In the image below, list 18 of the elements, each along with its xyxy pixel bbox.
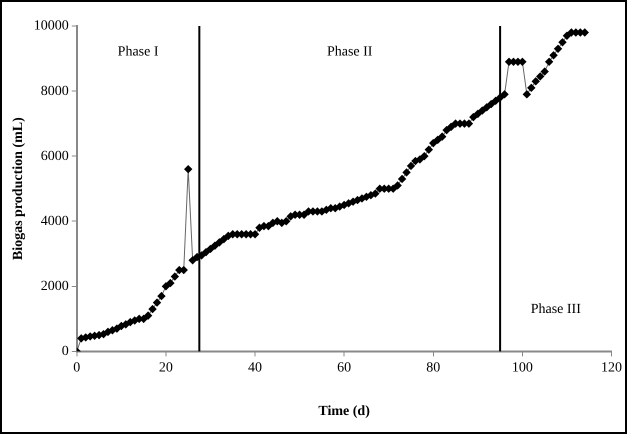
x-tick-label: 120 bbox=[601, 360, 622, 376]
y-tick-label: 6000 bbox=[40, 148, 69, 164]
x-tick-label: 80 bbox=[426, 360, 440, 376]
y-tick-label: 10000 bbox=[34, 18, 69, 34]
x-tick-label: 0 bbox=[73, 360, 80, 376]
annotation: Phase I bbox=[118, 44, 159, 60]
y-tick-label: 8000 bbox=[40, 84, 69, 99]
y-tick-label: 4000 bbox=[40, 214, 69, 229]
annotation: Phase III bbox=[530, 302, 582, 318]
y-axis-title: Biogas production (mL) bbox=[11, 116, 26, 260]
y-tick-label: 2000 bbox=[40, 278, 69, 294]
x-tick-label: 40 bbox=[248, 360, 262, 376]
y-tick-label: 0 bbox=[62, 344, 69, 360]
x-tick-label: 100 bbox=[512, 360, 533, 376]
annotation: Phase II bbox=[326, 44, 373, 60]
x-tick-label: 60 bbox=[337, 360, 352, 376]
x-tick-label: 20 bbox=[158, 360, 173, 376]
x-axis-title: Time (d) bbox=[318, 404, 370, 420]
